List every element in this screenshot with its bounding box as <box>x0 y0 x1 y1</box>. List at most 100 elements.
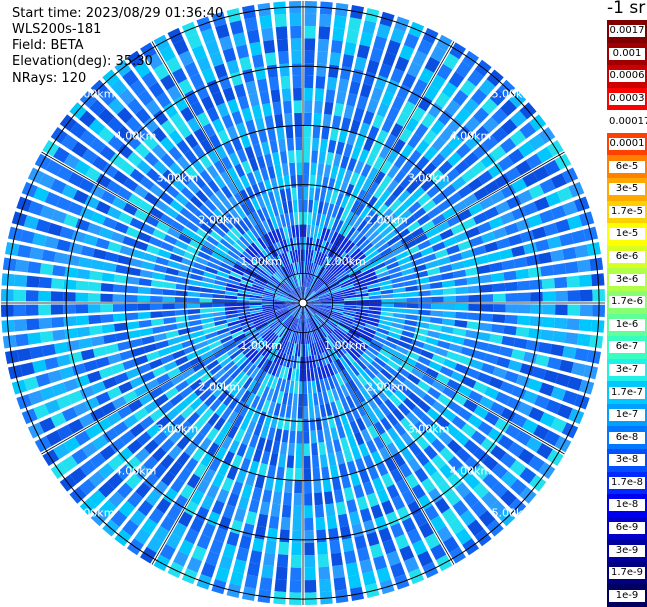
ray-cell <box>306 295 318 302</box>
ray-cell <box>355 134 366 149</box>
ray-cell <box>279 378 287 392</box>
ray-cell <box>388 331 402 340</box>
ray-cell <box>307 262 312 275</box>
ray-cell <box>439 228 454 240</box>
ray-cell <box>352 344 364 356</box>
ray-cell <box>203 327 217 335</box>
ray-cell <box>518 448 535 465</box>
ray-cell <box>384 457 398 472</box>
ray-cell <box>270 89 281 103</box>
ray-cell <box>300 344 303 357</box>
colorbar-tick-label: 3e-5 <box>609 183 645 196</box>
ray-cell <box>199 204 212 217</box>
ray-cell <box>153 525 170 543</box>
ray-cell <box>260 425 270 439</box>
ray-cell <box>527 266 542 278</box>
ray-cell <box>399 175 413 189</box>
ray-cell <box>297 418 303 432</box>
ray-cell <box>189 378 203 391</box>
ray-cell <box>209 230 223 242</box>
ray-cell <box>285 125 294 139</box>
ray-cell <box>344 382 355 395</box>
ray-cell <box>361 400 373 414</box>
ray-cell <box>290 276 297 289</box>
ray-cell <box>168 461 183 477</box>
ray-cell <box>522 390 539 405</box>
ray-cell <box>185 373 199 385</box>
ray-cell <box>374 170 386 185</box>
ray-cell <box>305 289 314 300</box>
ray-cell <box>314 328 322 341</box>
ray-cell <box>250 227 260 240</box>
ray-cell <box>262 220 271 233</box>
ray-cell <box>267 127 277 141</box>
ray-cell <box>282 314 292 325</box>
ray-cell <box>240 457 251 472</box>
ray-cell <box>325 89 336 103</box>
ray-cell <box>163 487 178 504</box>
ray-cell <box>74 430 91 446</box>
ray-cell <box>411 186 426 200</box>
ray-cell <box>313 479 322 493</box>
ray-cell <box>266 527 278 542</box>
ray-cell <box>380 417 393 431</box>
ray-cell <box>219 356 233 368</box>
ray-cell <box>325 350 333 364</box>
ray-cell <box>401 432 415 447</box>
ray-cell <box>160 380 175 393</box>
ray-cell <box>226 317 240 323</box>
ray-cell <box>513 257 528 269</box>
ray-cell <box>376 488 390 504</box>
ray-cell <box>335 141 345 155</box>
ray-cell <box>331 296 344 300</box>
ray-cell <box>284 315 294 327</box>
ray-cell <box>247 213 258 227</box>
ray-cell <box>316 286 328 294</box>
ray-cell <box>399 417 413 431</box>
ray-cell <box>436 256 451 266</box>
ray-cell <box>92 248 107 260</box>
ray-cell <box>451 261 465 271</box>
ray-cell <box>114 372 129 385</box>
ray-cell <box>418 290 431 297</box>
ray-cell <box>425 367 439 379</box>
ray-cell <box>346 227 356 240</box>
ray-cell <box>371 339 384 348</box>
ring-label: 1.00km <box>240 255 282 268</box>
ring-label: 4.00km <box>115 464 157 477</box>
ray-cell <box>231 481 244 496</box>
ray-cell <box>164 387 179 400</box>
ray-cell <box>423 129 438 145</box>
ray-cell <box>146 536 163 553</box>
ray-cell <box>241 322 254 330</box>
ring-label: 2.00km <box>198 213 240 226</box>
ray-cell <box>380 226 393 238</box>
ray-cell <box>286 264 293 277</box>
ray-cell <box>343 422 353 437</box>
ray-cell <box>54 341 69 354</box>
ray-cell <box>252 143 263 158</box>
ray-cell <box>287 225 293 239</box>
ray-cell <box>278 326 288 338</box>
ray-cell <box>439 127 455 143</box>
ray-cell <box>298 319 302 332</box>
ray-cell <box>145 99 161 116</box>
ray-cell <box>519 230 535 243</box>
ray-cell <box>39 205 56 220</box>
ray-cell <box>345 197 355 211</box>
ray-cell <box>274 295 288 300</box>
ray-cell <box>256 436 266 451</box>
ray-cell <box>305 249 309 262</box>
ray-cell <box>454 363 469 375</box>
ray-cell <box>303 187 309 200</box>
ray-cell <box>100 304 113 313</box>
ray-cell <box>249 294 263 299</box>
ray-cell <box>442 386 457 399</box>
ray-cell <box>293 237 298 250</box>
ray-cell <box>319 297 332 301</box>
ray-cell <box>325 242 333 256</box>
ray-cell <box>392 313 406 319</box>
ray-cell <box>346 499 358 514</box>
instrument-label: WLS200s-181 <box>12 22 102 37</box>
